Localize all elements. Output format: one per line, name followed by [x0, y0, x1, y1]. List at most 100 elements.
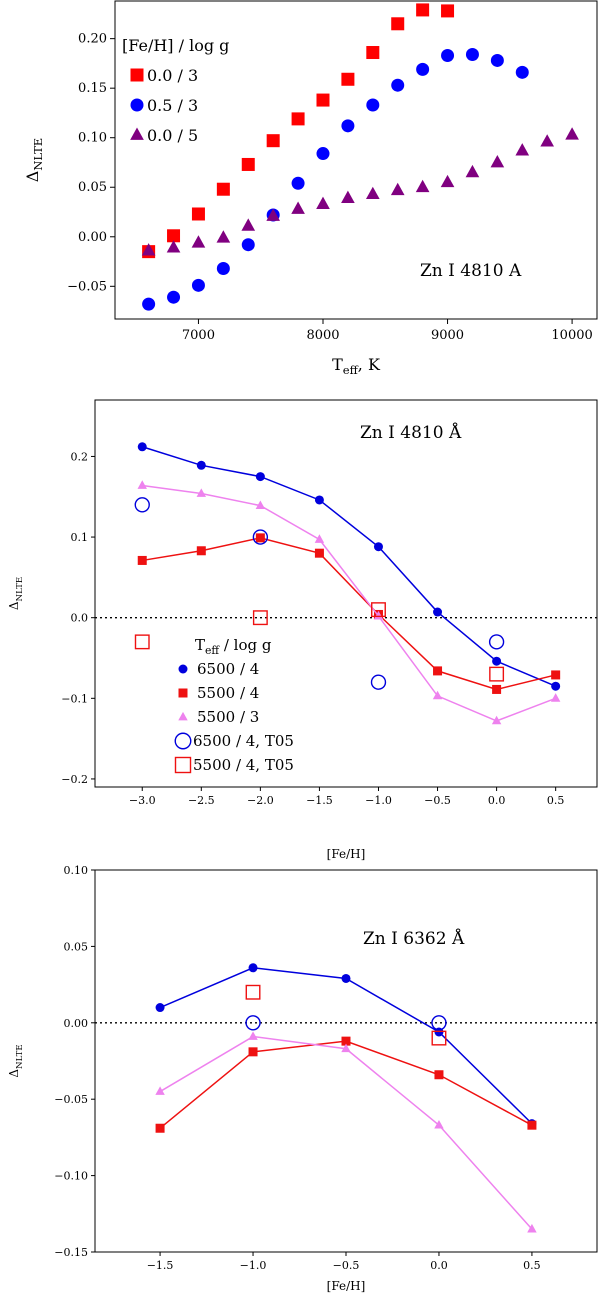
data-point [341, 72, 355, 86]
y-tick-label: 0.00 [78, 230, 107, 245]
data-point [137, 442, 147, 452]
y-tick-label: −0.2 [61, 773, 88, 786]
legend-label: 5500 / 3 [197, 708, 259, 726]
data-point [341, 190, 355, 204]
chart-panel-1: 7000 8000 9000 10000 −0.05 0.00 0.05 0.10 0.15 0.… [23, 0, 598, 377]
plot-frame [94, 869, 598, 1253]
data-point [550, 693, 561, 702]
chart-panel-3: −1.5 −1.0 −0.5 0.0 0.5 −0.15 −0.10 −0.05 0.00 0.0… [7, 864, 598, 1293]
x-axis-label: Teff, K [332, 355, 381, 377]
y-tick-label: 0.20 [78, 32, 107, 47]
data-point [196, 488, 207, 497]
data-point [245, 984, 261, 1000]
data-point [241, 218, 256, 231]
data-point [314, 495, 324, 505]
y-tick-label: 0.1 [71, 531, 89, 544]
data-point [216, 230, 231, 243]
data-point [441, 48, 455, 62]
data-point [515, 65, 529, 79]
x-tick-label: −1.0 [365, 794, 392, 807]
y-axis-label: ΔNLTE [23, 138, 45, 182]
legend-label: 0.0 / 3 [147, 66, 198, 85]
series-5 [245, 984, 447, 1046]
legend-marker [174, 756, 192, 774]
y-tick-label: 0.05 [64, 940, 89, 953]
data-point [441, 4, 455, 18]
series-1 [137, 442, 561, 691]
data-point [248, 1047, 258, 1057]
series-3 [141, 127, 579, 256]
data-point [540, 134, 555, 147]
y-tick-label: −0.10 [54, 1170, 88, 1183]
data-point [492, 656, 502, 666]
series-3 [137, 480, 561, 725]
data-point [134, 634, 150, 650]
data-point [266, 208, 281, 221]
data-point [527, 1120, 537, 1130]
y-tick-label: −0.15 [54, 1246, 88, 1259]
data-point [241, 157, 255, 171]
legend-label: 5500 / 4 [197, 684, 259, 702]
data-point [370, 674, 387, 690]
x-tick-label: −2.5 [188, 794, 215, 807]
data-point [465, 164, 480, 178]
panel-annotation: Zn I 4810 A [420, 261, 522, 281]
data-point [191, 278, 205, 292]
data-point [440, 174, 455, 188]
series-2 [155, 1036, 537, 1133]
data-point [391, 78, 405, 92]
data-point [416, 62, 430, 76]
y-tick-label: −0.1 [61, 692, 88, 705]
chart-panel-2: −3.0 −2.5 −2.0 −1.5 −1.0 −0.5 0.0 0.5 −0.2 −0.1 0.… [7, 399, 598, 861]
series-5 [134, 602, 505, 682]
data-point [196, 546, 206, 556]
data-point [341, 1036, 351, 1046]
y-tick-label: 0.10 [78, 131, 107, 146]
data-point [155, 1123, 165, 1133]
data-point [373, 542, 383, 552]
data-point [434, 1070, 444, 1080]
data-point [391, 17, 405, 31]
data-point [255, 500, 266, 509]
x-tick-label: −1.5 [147, 1259, 174, 1272]
series-4 [245, 1015, 447, 1031]
data-point [434, 1120, 444, 1129]
x-tick-label: 10000 [551, 328, 592, 343]
data-point [465, 47, 479, 61]
x-tick-label: 9000 [431, 328, 464, 343]
data-point [142, 297, 156, 311]
y-tick-label: −0.05 [67, 279, 107, 294]
x-tick-label: −3.0 [129, 794, 156, 807]
legend: [Fe/H] / log g 0.0 / 3 0.5 / 3 0.0 / 5 [122, 36, 229, 145]
data-point [167, 290, 181, 304]
data-point [341, 973, 351, 983]
data-point [191, 207, 205, 221]
plot-frame [94, 399, 598, 788]
data-point [366, 46, 380, 60]
y-axis-label: ΔNLTE [7, 577, 25, 610]
legend-marker [130, 98, 144, 112]
data-point [492, 684, 502, 694]
data-point [155, 1003, 165, 1013]
data-point [316, 93, 330, 107]
series-line [159, 1035, 533, 1230]
data-point [245, 1015, 261, 1031]
series-line [142, 484, 556, 722]
data-point [248, 1031, 258, 1040]
x-tick-label: −2.0 [247, 794, 274, 807]
x-tick-label: 0.5 [523, 1259, 541, 1272]
data-point [488, 634, 505, 650]
y-axis-label: ΔNLTE [7, 1044, 25, 1077]
legend-marker [178, 688, 188, 698]
data-point [134, 497, 150, 513]
data-point [155, 1086, 165, 1095]
data-point [137, 480, 147, 489]
series-2 [142, 47, 529, 311]
x-tick-label: 7000 [182, 328, 215, 343]
data-point [314, 548, 324, 558]
data-point [515, 143, 530, 156]
data-point [248, 963, 258, 973]
legend-marker [130, 127, 144, 140]
panel-annotation: Zn I 6362 Å [363, 928, 465, 949]
